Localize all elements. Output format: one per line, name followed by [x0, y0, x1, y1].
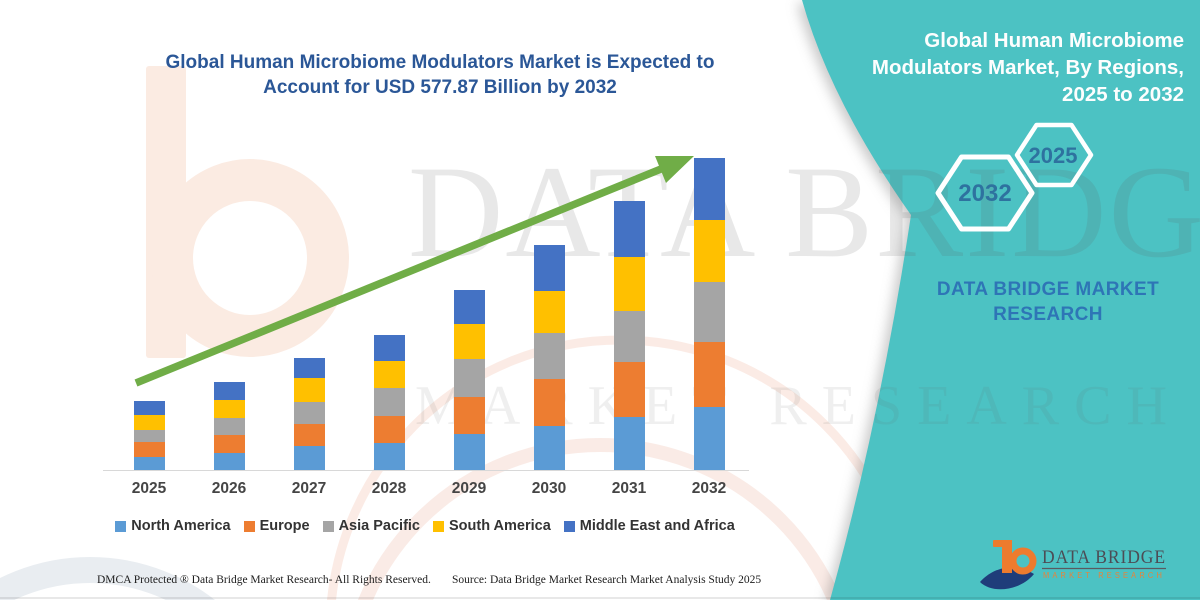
panel-brand-line2: RESEARCH	[993, 304, 1103, 325]
hexagon-label-2025: 2025	[1028, 143, 1078, 168]
bar-segment-north-america	[133, 456, 165, 470]
bar-segment-north-america	[293, 446, 325, 470]
bar-segment-south-america	[133, 415, 165, 430]
legend-label-middle-east-and-africa: Middle East and Africa	[579, 518, 735, 534]
bar-segment-middle-east-and-africa	[133, 401, 165, 416]
legend-marker-middle-east-and-africa	[563, 520, 575, 532]
bar-segment-south-america	[613, 257, 645, 312]
panel-heading-line2: Modulators Market, By Regions,	[871, 56, 1184, 79]
bar-segment-europe	[373, 416, 405, 443]
bar-segment-europe	[613, 362, 645, 418]
panel-brand-line1: DATA BRIDGE MARKET	[936, 279, 1160, 300]
bar-column-2025	[109, 140, 189, 470]
bar-segment-south-america	[533, 291, 565, 334]
bar-column-2030	[509, 140, 589, 470]
logo-name-text: DATA BRIDGE	[1042, 547, 1166, 568]
bar-column-2031	[589, 140, 669, 470]
legend-marker-asia-pacific	[322, 520, 334, 532]
bar-segment-europe	[133, 442, 165, 457]
logo-b-bowl-icon	[1009, 547, 1037, 575]
legend-item-middle-east-and-africa: Middle East and Africa	[563, 518, 735, 534]
bar-segment-south-america	[693, 220, 725, 283]
bar-segment-north-america	[213, 453, 245, 470]
footer-dmca-text: DMCA Protected ® Data Bridge Market Rese…	[97, 574, 431, 586]
bar-segment-europe	[213, 435, 245, 454]
bar-column-2032	[669, 140, 749, 470]
legend-item-north-america: North America	[115, 518, 231, 534]
chart-title-line1: Global Human Microbiome Modulators Marke…	[165, 52, 715, 73]
bar-segment-north-america	[693, 406, 725, 470]
chart-title-line2: Account for USD 577.87 Billion by 2032	[263, 77, 617, 98]
bar-segment-south-america	[293, 378, 325, 402]
bar-segment-middle-east-and-africa	[453, 289, 485, 324]
chart-legend: North America Europe Asia Pacific South Ame…	[95, 518, 755, 534]
bar-segment-europe	[453, 396, 485, 434]
legend-marker-north-america	[115, 520, 127, 532]
x-axis-label-2032: 2032	[691, 480, 727, 497]
bar-chart-plot-area	[109, 140, 749, 470]
bar-segment-asia-pacific	[533, 333, 565, 380]
chart-title: Global Human Microbiome Modulators Marke…	[95, 50, 785, 100]
data-bridge-logo: DATA BRIDGE MARKET RESEARCH	[980, 540, 1166, 590]
bar-segment-middle-east-and-africa	[693, 158, 725, 221]
logo-tagline-text: MARKET RESEARCH	[1043, 571, 1165, 580]
legend-label-europe: Europe	[259, 518, 310, 534]
bar-segment-south-america	[453, 323, 485, 359]
bar-segment-south-america	[213, 399, 245, 418]
bar-segment-middle-east-and-africa	[533, 245, 565, 292]
panel-heading-line3: 2025 to 2032	[1062, 83, 1184, 106]
bar-segment-asia-pacific	[133, 429, 165, 443]
legend-marker-europe	[243, 520, 255, 532]
x-axis-line	[103, 470, 749, 471]
x-axis-labels: 2025 2026 2027 2028 2029 2030 2031 2032	[109, 480, 749, 498]
bar-segment-asia-pacific	[293, 402, 325, 425]
bar-segment-europe	[293, 424, 325, 447]
bar-segment-asia-pacific	[373, 387, 405, 416]
bar-column-2028	[349, 140, 429, 470]
bar-segment-middle-east-and-africa	[213, 382, 245, 400]
bar-segment-north-america	[373, 443, 405, 470]
bar-segment-middle-east-and-africa	[613, 201, 645, 258]
bar-segment-asia-pacific	[693, 282, 725, 343]
bar-segment-middle-east-and-africa	[373, 335, 405, 361]
footer-source-text: Source: Data Bridge Market Research Mark…	[452, 574, 762, 586]
panel-brand-text: DATA BRIDGE MARKET RESEARCH	[903, 277, 1193, 327]
bar-segment-europe	[533, 379, 565, 427]
panel-heading-line1: Global Human Microbiome	[924, 29, 1184, 52]
bar-segment-asia-pacific	[453, 358, 485, 397]
bottom-divider-line	[0, 597, 1200, 599]
legend-label-north-america: North America	[131, 518, 231, 534]
bar-column-2027	[269, 140, 349, 470]
x-axis-label-2030: 2030	[531, 480, 567, 497]
bar-segment-north-america	[453, 433, 485, 470]
bar-segment-north-america	[533, 426, 565, 470]
panel-heading: Global Human Microbiome Modulators Marke…	[754, 27, 1184, 108]
legend-marker-south-america	[433, 520, 444, 532]
legend-label-asia-pacific: Asia Pacific	[338, 518, 420, 534]
bar-segment-north-america	[613, 417, 645, 470]
bar-segment-asia-pacific	[213, 417, 245, 436]
legend-item-europe: Europe	[243, 518, 310, 534]
x-axis-label-2028: 2028	[371, 480, 407, 497]
bar-segment-middle-east-and-africa	[293, 358, 325, 379]
bar-column-2029	[429, 140, 509, 470]
bar-column-2026	[189, 140, 269, 470]
legend-label-south-america: South America	[449, 518, 551, 534]
x-axis-label-2027: 2027	[291, 480, 327, 497]
bar-segment-south-america	[373, 360, 405, 388]
bar-segment-asia-pacific	[613, 311, 645, 363]
x-axis-label-2029: 2029	[451, 480, 487, 497]
legend-item-south-america: South America	[433, 518, 551, 534]
bar-segment-europe	[693, 342, 725, 407]
x-axis-label-2025: 2025	[131, 480, 167, 497]
hexagon-label-2032: 2032	[958, 180, 1012, 207]
x-axis-label-2031: 2031	[611, 480, 647, 497]
legend-item-asia-pacific: Asia Pacific	[322, 518, 420, 534]
x-axis-label-2026: 2026	[211, 480, 247, 497]
